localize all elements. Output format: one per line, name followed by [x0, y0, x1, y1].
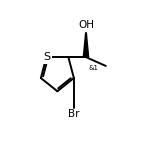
Text: S: S — [43, 52, 50, 62]
Polygon shape — [83, 33, 89, 57]
Text: &1: &1 — [88, 65, 98, 71]
Text: Br: Br — [68, 109, 80, 119]
Text: OH: OH — [78, 20, 94, 30]
